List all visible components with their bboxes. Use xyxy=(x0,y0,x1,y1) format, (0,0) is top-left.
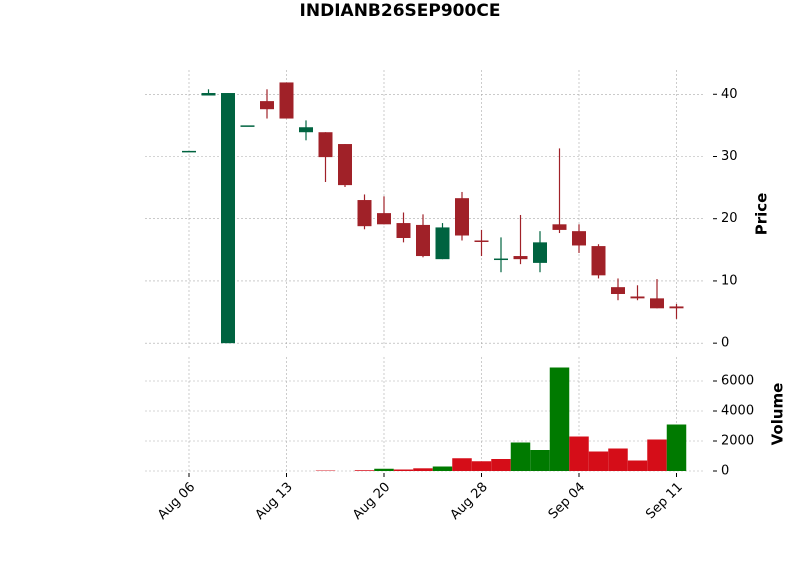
volume-bar xyxy=(608,449,628,472)
y-tick-label: 30 xyxy=(721,149,738,164)
volume-tick-label: 4000 xyxy=(721,404,754,419)
volume-bar xyxy=(628,461,648,472)
candle-body xyxy=(650,298,664,308)
candle-body xyxy=(397,223,411,238)
candle-body xyxy=(299,127,313,132)
candle-body xyxy=(182,151,196,153)
x-tick-label: Aug 06 xyxy=(155,480,198,523)
volume-bar xyxy=(413,468,433,471)
volume-bar xyxy=(491,459,511,471)
volume-bar xyxy=(452,458,472,471)
y-axis-label: Price xyxy=(753,193,771,236)
candle-body xyxy=(533,242,547,263)
candle-body xyxy=(631,296,645,298)
candle-body xyxy=(436,227,450,259)
candle-body xyxy=(202,93,216,95)
volume-bar xyxy=(394,470,414,472)
volume-tick-label: 6000 xyxy=(721,374,754,389)
candle-body xyxy=(455,198,469,235)
y-tick-label: 20 xyxy=(721,211,738,226)
candle-body xyxy=(592,246,606,275)
candle-body xyxy=(416,225,430,256)
candle-body xyxy=(338,144,352,185)
candle-body xyxy=(319,132,333,157)
candle-body xyxy=(514,256,528,259)
y-tick-label: 0 xyxy=(721,336,729,351)
y-tick-label: 40 xyxy=(721,87,738,102)
candle-body xyxy=(572,231,586,245)
chart-title: INDIANB26SEP900CE xyxy=(300,1,501,21)
candle-body xyxy=(494,259,508,261)
volume-bar xyxy=(433,467,453,472)
volume-bar xyxy=(550,368,570,472)
volume-bar xyxy=(472,461,492,471)
candle-body xyxy=(241,125,255,127)
x-tick-label: Sep 11 xyxy=(643,480,686,523)
y-tick-label: 10 xyxy=(721,273,738,288)
candle-body xyxy=(475,240,489,242)
volume-bar xyxy=(511,443,531,472)
volume-bar xyxy=(589,452,609,472)
candle-body xyxy=(280,82,294,118)
volume-tick-label: 0 xyxy=(721,464,729,479)
volume-bar xyxy=(667,425,687,472)
candle-body xyxy=(260,101,274,109)
candle-body xyxy=(670,306,684,308)
volume-axis-label: Volume xyxy=(769,383,787,446)
volume-bar xyxy=(647,440,667,472)
candle-body xyxy=(611,287,625,294)
x-tick-label: Sep 04 xyxy=(546,480,589,523)
volume-bar xyxy=(530,450,550,471)
volume-tick-label: 2000 xyxy=(721,434,754,449)
x-tick-label: Aug 13 xyxy=(253,480,296,523)
volume-bar xyxy=(374,469,394,471)
x-tick-label: Aug 28 xyxy=(448,480,491,523)
candle-body xyxy=(377,213,391,224)
volume-bar xyxy=(355,470,375,471)
candle-body xyxy=(221,93,235,343)
volume-bar xyxy=(569,437,589,472)
candle-body xyxy=(358,200,372,226)
candle-body xyxy=(553,224,567,230)
x-tick-label: Aug 20 xyxy=(350,480,393,523)
